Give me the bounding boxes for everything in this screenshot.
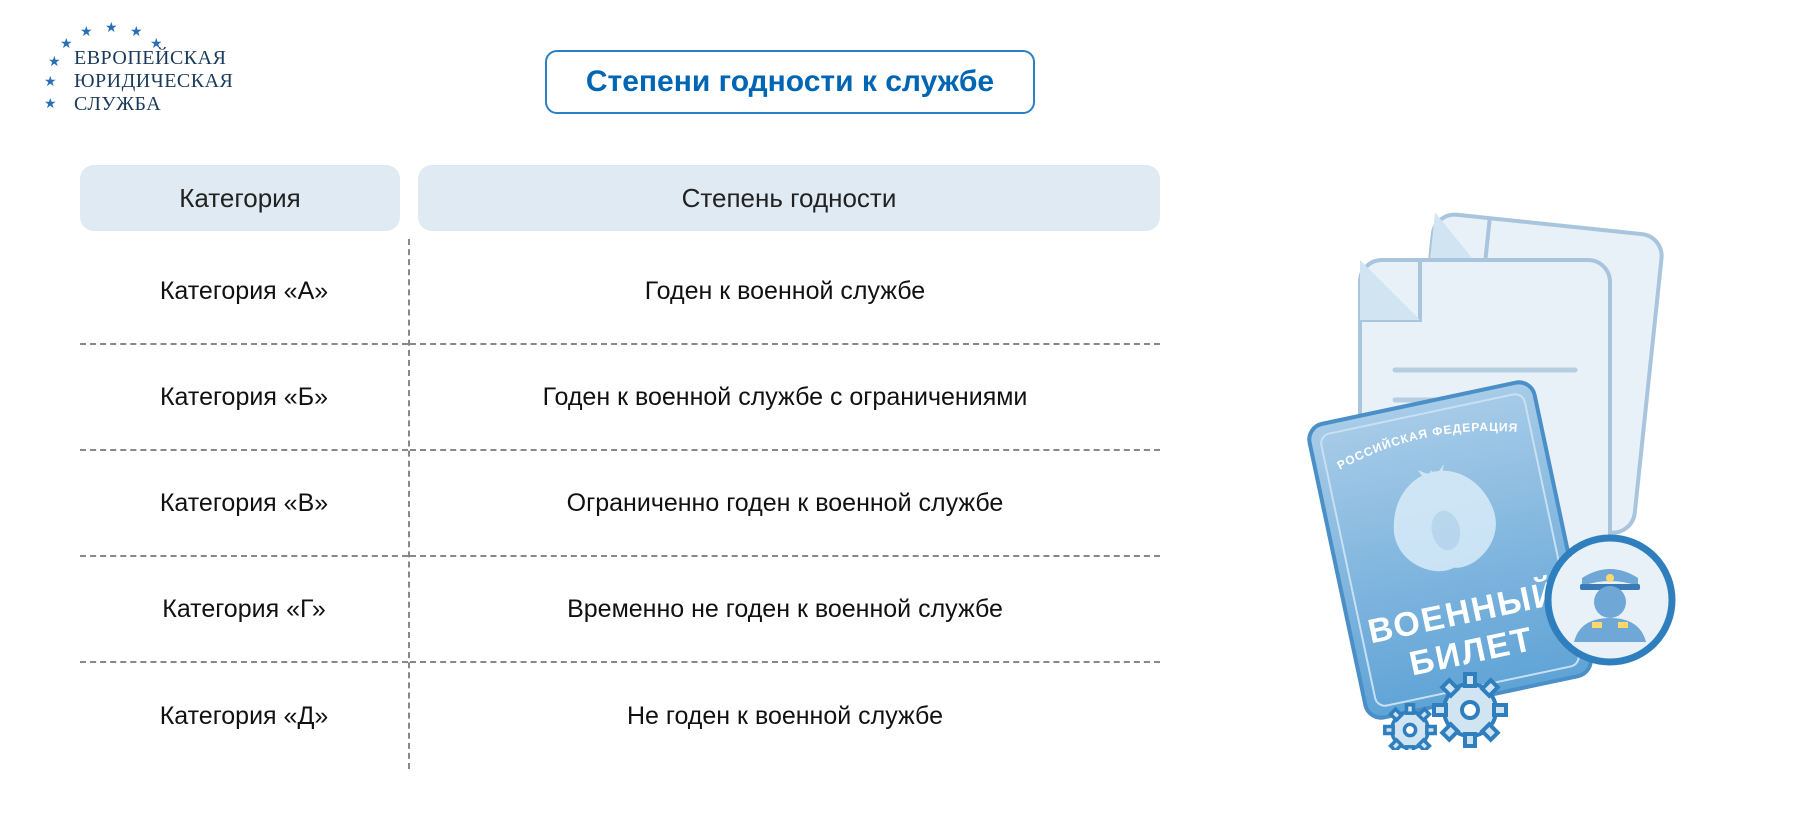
table-cell: Категория «Г» [80,557,408,663]
table-cell: Категория «Б» [80,345,408,451]
table-cell: Категория «Д» [80,663,408,769]
th-degree: Степень годности [418,165,1160,231]
column-degree: Годен к военной службе Годен к военной с… [410,239,1160,769]
table-body: Категория «А» Категория «Б» Категория «В… [80,239,1160,769]
table-cell: Категория «В» [80,451,408,557]
table-cell: Ограниченно годен к военной службе [410,451,1160,557]
table-cell: Годен к военной службе [410,239,1160,345]
table-cell: Годен к военной службе с ограничениями [410,345,1160,451]
table-cell: Временно не годен к военной службе [410,557,1160,663]
table-cell: Не годен к военной службе [410,663,1160,769]
logo-stars-icon: ★ ★ ★ ★ ★ ★ ★ ★ [50,25,180,115]
column-category: Категория «А» Категория «Б» Категория «В… [80,239,410,769]
table-header: Категория Степень годности [80,165,1160,231]
fitness-table: Категория Степень годности Категория «А»… [80,165,1160,769]
th-category: Категория [80,165,400,231]
page-title: Степени годности к службе [586,65,994,99]
title-box: Степени годности к службе [545,50,1035,114]
logo: ★ ★ ★ ★ ★ ★ ★ ★ ЕВРОПЕЙСКАЯ ЮРИДИЧЕСКАЯ … [60,45,233,116]
military-ticket-illustration-icon: РОССИЙСКАЯ ФЕДЕРАЦИЯ ВОЕННЫЙ БИЛЕТ [1240,200,1710,750]
table-cell: Категория «А» [80,239,408,345]
